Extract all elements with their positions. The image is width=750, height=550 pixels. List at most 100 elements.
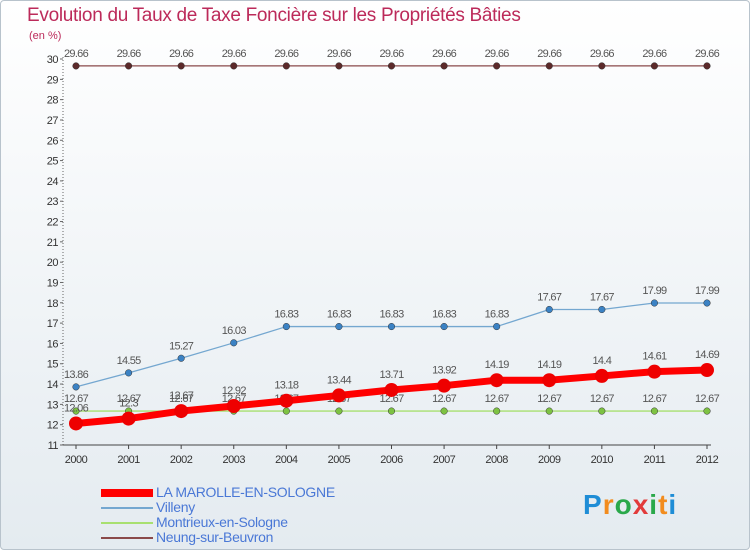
- data-label-montrieux-en-sologne: 12.67: [169, 393, 194, 405]
- data-label-la-marolle-en-sologne: 12.67: [169, 390, 194, 402]
- data-point-la-marolle-en-sologne: [489, 373, 504, 388]
- data-label-neung-sur-beuvron: 29.66: [485, 48, 510, 60]
- data-label-villeny: 16.83: [327, 309, 352, 321]
- data-point-la-marolle-en-sologne: [174, 404, 189, 419]
- data-point-villeny: [703, 299, 711, 307]
- y-tick-label: 24: [47, 176, 59, 188]
- data-point-villeny: [387, 323, 396, 331]
- data-label-la-marolle-en-sologne: 14.69: [695, 349, 720, 361]
- data-point-la-marolle-en-sologne: [121, 411, 136, 426]
- data-label-la-marolle-en-sologne: 14.4: [593, 355, 612, 367]
- y-tick-label: 22: [47, 217, 59, 229]
- data-point-villeny: [598, 305, 606, 314]
- y-tick-label: 13: [47, 399, 59, 411]
- data-label-neung-sur-beuvron: 29.66: [222, 48, 247, 60]
- y-tick-label: 17: [47, 318, 59, 330]
- y-tick-label: 18: [47, 298, 59, 310]
- data-point-montrieux-en-sologne: [545, 407, 553, 415]
- data-point-neung-sur-beuvron: [440, 62, 448, 70]
- logo-letter: i: [668, 489, 678, 520]
- data-point-villeny: [335, 323, 343, 331]
- data-label-la-marolle-en-sologne: 13.92: [432, 365, 457, 377]
- data-label-la-marolle-en-sologne: 13.18: [274, 380, 299, 392]
- data-point-neung-sur-beuvron: [282, 62, 290, 70]
- data-label-villeny: 17.67: [537, 291, 562, 303]
- legend-label: Montrieux-en-Sologne: [156, 514, 288, 530]
- y-tick-label: 21: [47, 237, 59, 249]
- data-label-montrieux-en-sologne: 12.67: [590, 393, 615, 405]
- legend-swatch: [101, 522, 153, 524]
- y-tick-label: 30: [47, 54, 59, 66]
- data-label-neung-sur-beuvron: 29.66: [169, 48, 194, 60]
- y-tick-label: 28: [47, 95, 59, 107]
- legend-swatch: [101, 537, 153, 539]
- data-label-neung-sur-beuvron: 29.66: [274, 48, 299, 60]
- data-label-neung-sur-beuvron: 29.66: [642, 48, 667, 60]
- data-label-neung-sur-beuvron: 29.66: [64, 48, 89, 60]
- data-label-montrieux-en-sologne: 12.67: [695, 393, 720, 405]
- data-label-villeny: 15.27: [169, 340, 194, 352]
- x-tick-label: 2011: [644, 454, 666, 466]
- legend-label: LA MAROLLE-EN-SOLOGNE: [156, 484, 335, 500]
- data-point-la-marolle-en-sologne: [594, 368, 609, 383]
- data-label-la-marolle-en-sologne: 14.19: [485, 359, 510, 371]
- data-label-villeny: 17.99: [642, 285, 667, 297]
- data-label-la-marolle-en-sologne: 13.44: [327, 374, 352, 386]
- data-point-montrieux-en-sologne: [335, 407, 343, 415]
- data-label-neung-sur-beuvron: 29.66: [117, 48, 142, 60]
- y-tick-label: 14: [47, 379, 59, 391]
- data-label-la-marolle-en-sologne: 13.71: [379, 369, 404, 381]
- data-label-villeny: 16.83: [379, 309, 404, 321]
- data-point-villeny: [650, 299, 658, 307]
- logo-letter: o: [614, 489, 633, 520]
- data-label-montrieux-en-sologne: 12.67: [537, 393, 562, 405]
- data-point-villeny: [72, 383, 80, 391]
- data-label-villeny: 16.03: [222, 325, 247, 337]
- x-tick-label: 2010: [591, 454, 614, 466]
- data-point-neung-sur-beuvron: [230, 62, 238, 70]
- y-tick-label: 19: [47, 277, 59, 289]
- data-point-montrieux-en-sologne: [703, 407, 711, 415]
- x-tick-label: 2005: [328, 454, 351, 466]
- y-tick-label: 12: [47, 420, 59, 432]
- x-tick-label: 2012: [696, 454, 719, 466]
- proxiti-logo: Proxiti: [583, 489, 677, 521]
- data-label-montrieux-en-sologne: 12.67: [64, 393, 89, 405]
- data-point-la-marolle-en-sologne: [437, 378, 452, 393]
- x-tick-label: 2000: [65, 454, 88, 466]
- y-tick-label: 20: [47, 257, 59, 269]
- data-point-montrieux-en-sologne: [72, 407, 80, 415]
- data-point-neung-sur-beuvron: [703, 62, 711, 70]
- x-tick-label: 2001: [117, 454, 140, 466]
- logo-letter: r: [602, 489, 615, 520]
- data-label-montrieux-en-sologne: 12.67: [485, 393, 510, 405]
- legend-label: Villeny: [156, 499, 195, 515]
- x-tick-label: 2007: [433, 454, 456, 466]
- data-point-neung-sur-beuvron: [72, 62, 80, 70]
- logo-letter: i: [649, 489, 659, 520]
- data-point-villeny: [545, 305, 553, 314]
- data-label-la-marolle-en-sologne: 14.61: [642, 351, 667, 363]
- data-label-montrieux-en-sologne: 12.67: [117, 393, 142, 405]
- data-point-villeny: [125, 369, 133, 377]
- data-point-la-marolle-en-sologne: [542, 373, 557, 388]
- logo-letter: P: [583, 489, 603, 520]
- x-tick-label: 2003: [223, 454, 246, 466]
- y-tick-label: 23: [47, 196, 59, 208]
- data-label-villeny: 16.83: [432, 309, 457, 321]
- data-label-villeny: 16.83: [485, 309, 510, 321]
- x-tick-label: 2008: [485, 454, 508, 466]
- y-tick-label: 26: [47, 135, 59, 147]
- data-label-la-marolle-en-sologne: 12.92: [222, 385, 247, 397]
- data-label-la-marolle-en-sologne: 14.19: [537, 359, 562, 371]
- data-label-neung-sur-beuvron: 29.66: [432, 48, 457, 60]
- data-label-neung-sur-beuvron: 29.66: [590, 48, 615, 60]
- data-label-montrieux-en-sologne: 12.67: [432, 393, 457, 405]
- x-tick-label: 2004: [275, 454, 298, 466]
- data-label-la-marolle-en-sologne: 12.06: [64, 402, 89, 414]
- data-label-villeny: 16.83: [274, 309, 299, 321]
- data-point-neung-sur-beuvron: [387, 62, 396, 70]
- y-axis-unit: (en %): [29, 30, 62, 42]
